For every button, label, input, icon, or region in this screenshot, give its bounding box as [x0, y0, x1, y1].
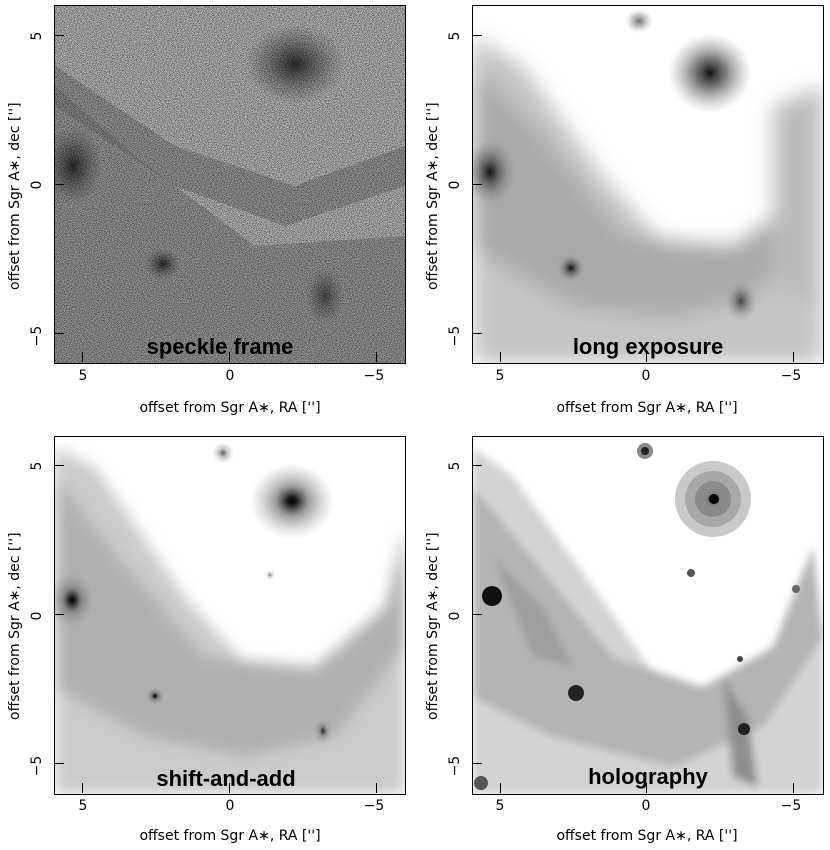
speckle-frame-image	[54, 5, 406, 364]
long-exposure-image	[472, 5, 824, 364]
y-tick-label: −5	[29, 325, 45, 347]
x-tick	[500, 352, 501, 362]
x-tick-label: 5	[495, 798, 505, 814]
x-tick-label: 5	[78, 798, 88, 814]
x-tick-label: −5	[780, 798, 802, 814]
x-tick-label: −5	[363, 798, 385, 814]
holography-graphic	[473, 437, 823, 794]
y-tick	[54, 763, 64, 764]
y-tick-label: 0	[29, 611, 45, 621]
x-tick	[82, 783, 83, 793]
y-tick	[54, 614, 64, 615]
y-tick	[54, 35, 64, 36]
x-axis-label: offset from Sgr A∗, RA ['']	[556, 400, 738, 416]
x-tick-label: 5	[78, 368, 88, 384]
y-tick-label: −5	[447, 325, 463, 347]
x-tick	[376, 783, 377, 793]
long-exposure-graphic	[473, 6, 823, 363]
y-tick	[472, 184, 482, 185]
x-axis-label: offset from Sgr A∗, RA ['']	[556, 828, 738, 844]
x-tick-label: 5	[495, 368, 505, 384]
y-tick-label: 0	[29, 180, 45, 190]
holography-image	[472, 436, 824, 795]
x-tick-label: 0	[641, 798, 651, 814]
panel-title: holography	[588, 764, 708, 789]
x-tick-label: −5	[780, 368, 802, 384]
x-tick-label: 0	[225, 368, 235, 384]
x-tick	[793, 783, 794, 793]
x-tick-label: −5	[363, 368, 385, 384]
x-tick	[82, 352, 83, 362]
y-tick	[54, 333, 64, 334]
y-tick	[54, 465, 64, 466]
x-tick-label: 0	[225, 798, 235, 814]
x-tick	[376, 352, 377, 362]
y-axis-label: offset from Sgr A∗, dec ['']	[425, 532, 441, 720]
shift-and-add-image	[54, 436, 406, 795]
x-tick	[229, 352, 230, 362]
x-tick	[229, 783, 230, 793]
y-tick-label: 5	[29, 31, 45, 41]
y-tick	[54, 184, 64, 185]
x-tick	[646, 352, 647, 362]
y-tick-label: 5	[447, 31, 463, 41]
panel-title: shift-and-add	[156, 766, 296, 791]
x-tick-label: 0	[641, 368, 651, 384]
y-axis-label: offset from Sgr A∗, dec ['']	[7, 102, 23, 290]
y-tick-label: 0	[447, 611, 463, 621]
x-axis-label: offset from Sgr A∗, RA ['']	[139, 828, 321, 844]
x-tick	[646, 783, 647, 793]
speckle-frame-graphic	[55, 6, 405, 363]
y-tick	[472, 763, 482, 764]
y-axis-label: offset from Sgr A∗, dec ['']	[7, 532, 23, 720]
y-tick	[472, 465, 482, 466]
y-tick-label: 0	[447, 180, 463, 190]
y-axis-label: offset from Sgr A∗, dec ['']	[425, 102, 441, 290]
shift-and-add-graphic	[55, 437, 405, 794]
y-tick-label: 5	[447, 461, 463, 471]
y-tick	[472, 333, 482, 334]
x-tick	[793, 352, 794, 362]
y-tick-label: −5	[447, 755, 463, 777]
y-tick	[472, 35, 482, 36]
y-tick	[472, 614, 482, 615]
y-tick-label: −5	[29, 755, 45, 777]
y-tick-label: 5	[29, 461, 45, 471]
panel-title: long exposure	[572, 334, 724, 359]
panel-title: speckle frame	[146, 334, 294, 359]
x-axis-label: offset from Sgr A∗, RA ['']	[139, 400, 321, 416]
x-tick	[500, 783, 501, 793]
